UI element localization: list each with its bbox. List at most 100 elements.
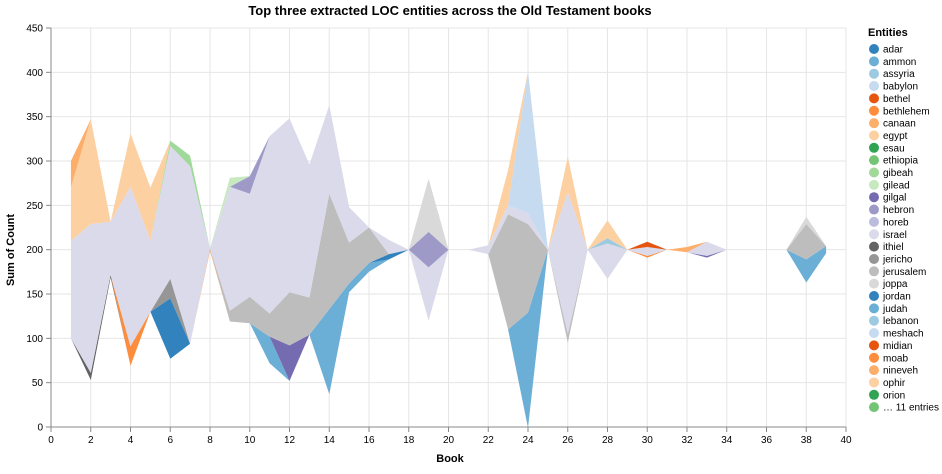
legend-label: judah [882, 304, 907, 315]
legend-swatch [869, 105, 879, 116]
legend-swatch [869, 155, 879, 166]
x-tick-label: 6 [167, 435, 173, 446]
legend-label: … 11 entries [883, 403, 939, 414]
x-tick-label: 40 [840, 435, 852, 446]
legend-label: gilead [883, 180, 910, 191]
legend-label: babylon [883, 82, 918, 93]
legend-swatch [869, 402, 879, 413]
legend-swatch [869, 167, 879, 178]
x-tick-label: 10 [244, 435, 256, 446]
area-series-israel [70, 105, 827, 373]
legend-swatch [869, 389, 879, 400]
legend-title: Entities [868, 27, 908, 39]
axes: 0 2 4 6 8 10 12 14 16 18 20 22 24 26 28 30 32 34 36 38 40050… [26, 24, 852, 447]
legend-label: esau [883, 143, 905, 154]
legend-swatch [869, 253, 879, 264]
legend-swatch [869, 130, 879, 141]
legend-swatch [869, 278, 879, 289]
legend-swatch [869, 192, 879, 203]
x-tick-label: 34 [721, 435, 733, 446]
legend-swatch [869, 56, 879, 67]
y-tick-label: 300 [26, 157, 43, 168]
x-tick-label: 28 [602, 435, 614, 446]
legend-label: bethel [883, 94, 910, 105]
x-tick-label: 32 [681, 435, 693, 446]
x-tick-label: 14 [324, 435, 336, 446]
legend-swatch [869, 44, 879, 54]
legend-swatch [869, 241, 879, 252]
legend-label: israel [883, 230, 907, 241]
legend-swatch [869, 118, 879, 129]
legend-swatch [869, 142, 879, 153]
x-tick-label: 16 [363, 435, 375, 446]
x-tick-label: 8 [207, 435, 213, 446]
legend-swatch [869, 93, 879, 104]
legend-label: jerusalem [882, 267, 926, 278]
x-tick-label: 30 [642, 435, 654, 446]
legend-label: bethlehem [883, 106, 930, 117]
chart-title: Top three extracted LOC entities across … [248, 3, 651, 18]
y-tick-label: 350 [26, 112, 43, 123]
legend-label: jericho [882, 254, 913, 265]
legend-label: gibeah [883, 168, 913, 179]
legend-swatch [869, 216, 879, 227]
legend-label: hebron [883, 205, 914, 216]
legend-swatch [869, 328, 879, 339]
x-axis-title: Book [436, 453, 464, 465]
legend-swatch [869, 352, 879, 363]
legend-label: gilgal [883, 193, 906, 204]
legend-label: ethiopia [883, 156, 918, 167]
legend-label: jordan [882, 292, 911, 303]
legend-swatch [869, 377, 879, 388]
legend-swatch [869, 303, 879, 314]
x-tick-label: 12 [284, 435, 296, 446]
x-tick-label: 26 [562, 435, 574, 446]
legend-label: lebanon [883, 316, 919, 327]
x-tick-label: 2 [88, 435, 94, 446]
legend-label: midian [883, 341, 912, 352]
y-tick-label: 400 [26, 68, 43, 79]
legend-swatch [869, 204, 879, 215]
legend-swatch [869, 291, 879, 301]
legend-label: adar [883, 45, 904, 56]
y-tick-label: 100 [26, 334, 43, 345]
legend-swatch [869, 315, 879, 326]
legend-label: moab [883, 353, 908, 364]
y-tick-label: 250 [26, 201, 43, 212]
legend-swatch [869, 81, 879, 92]
legend-label: canaan [883, 119, 916, 130]
y-axis-title: Sum of Count [5, 214, 17, 286]
legend-label: ophir [883, 378, 906, 389]
legend-swatch [869, 179, 879, 190]
x-tick-label: 4 [128, 435, 134, 446]
legend-swatch [869, 229, 879, 240]
legend-swatch [869, 266, 879, 277]
x-tick-label: 20 [443, 435, 455, 446]
legend-swatch [869, 340, 879, 351]
y-tick-label: 0 [37, 423, 43, 434]
legend-label: nineveh [883, 366, 918, 377]
x-tick-label: 18 [403, 435, 415, 446]
x-tick-label: 36 [761, 435, 773, 446]
legend-label: meshach [883, 329, 924, 340]
y-tick-label: 150 [26, 290, 43, 301]
y-tick-label: 450 [26, 24, 43, 35]
y-tick-label: 200 [26, 245, 43, 256]
legend-label: orion [883, 390, 905, 401]
legend-label: ammon [883, 57, 916, 68]
legend-label: ithiel [883, 242, 904, 253]
x-tick-label: 38 [801, 435, 813, 446]
legend-swatch [869, 68, 879, 79]
y-tick-label: 50 [32, 378, 44, 389]
legend-label: horeb [883, 217, 909, 228]
legend-label: egypt [883, 131, 908, 142]
legend-label: joppa [882, 279, 908, 290]
x-tick-label: 24 [522, 435, 534, 446]
area-series-layer [70, 71, 827, 428]
legend-swatch [869, 365, 879, 376]
legend-label: assyria [883, 69, 915, 80]
area-series-jerusalem [70, 193, 827, 373]
